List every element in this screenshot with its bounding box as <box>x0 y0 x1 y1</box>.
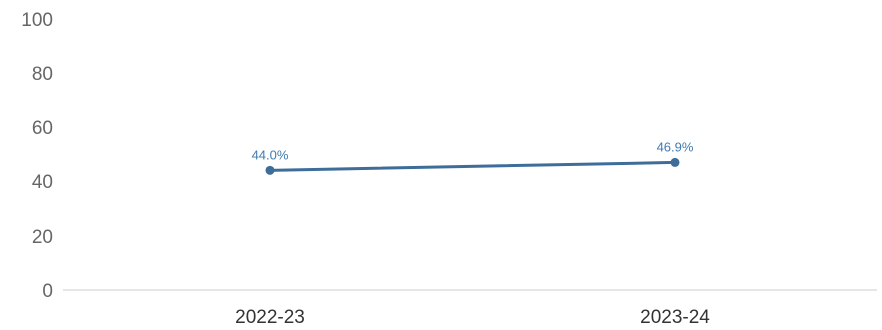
x-tick-label: 2022-23 <box>235 307 305 328</box>
data-label: 44.0% <box>252 147 289 162</box>
y-tick-label: 100 <box>21 10 53 31</box>
x-axis-ticks: 2022-23 2023-24 <box>235 307 710 328</box>
x-tick-label: 2023-24 <box>640 307 710 328</box>
series-line <box>270 162 675 170</box>
data-point[interactable] <box>266 166 275 175</box>
y-tick-label: 80 <box>32 64 53 85</box>
data-point[interactable] <box>671 158 680 167</box>
series-layer: 44.0% 46.9% <box>252 139 694 174</box>
y-tick-label: 20 <box>32 227 53 248</box>
y-tick-label: 60 <box>32 118 53 139</box>
y-tick-label: 40 <box>32 172 53 193</box>
y-tick-label: 0 <box>42 281 53 302</box>
data-label: 46.9% <box>657 139 694 154</box>
y-axis-ticks: 0 20 40 60 80 100 <box>21 10 53 302</box>
